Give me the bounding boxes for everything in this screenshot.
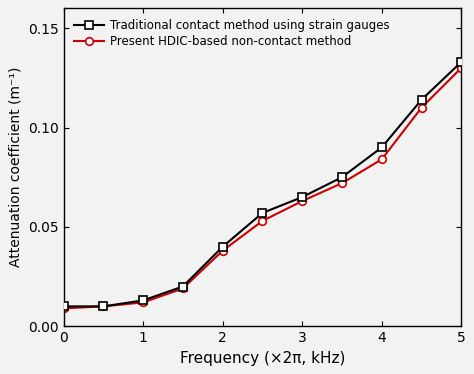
Traditional contact method using strain gauges bbox=[299, 195, 305, 199]
Present HDIC-based non-contact method bbox=[458, 66, 464, 70]
Traditional contact method using strain gauges bbox=[100, 304, 106, 309]
Y-axis label: Attenuation coefficient (m⁻¹): Attenuation coefficient (m⁻¹) bbox=[9, 67, 22, 267]
Present HDIC-based non-contact method bbox=[180, 286, 186, 291]
Present HDIC-based non-contact method bbox=[339, 181, 345, 186]
Present HDIC-based non-contact method bbox=[299, 199, 305, 203]
Traditional contact method using strain gauges bbox=[180, 284, 186, 289]
Traditional contact method using strain gauges bbox=[379, 145, 384, 150]
Legend: Traditional contact method using strain gauges, Present HDIC-based non-contact m: Traditional contact method using strain … bbox=[69, 14, 394, 53]
Present HDIC-based non-contact method bbox=[61, 306, 66, 311]
Traditional contact method using strain gauges bbox=[339, 175, 345, 180]
Traditional contact method using strain gauges bbox=[419, 98, 424, 102]
Present HDIC-based non-contact method bbox=[260, 219, 265, 223]
Line: Present HDIC-based non-contact method: Present HDIC-based non-contact method bbox=[60, 64, 465, 312]
Traditional contact method using strain gauges bbox=[61, 304, 66, 309]
Present HDIC-based non-contact method bbox=[220, 248, 226, 253]
Traditional contact method using strain gauges bbox=[458, 60, 464, 64]
Traditional contact method using strain gauges bbox=[260, 211, 265, 215]
Present HDIC-based non-contact method bbox=[100, 304, 106, 309]
Traditional contact method using strain gauges bbox=[220, 245, 226, 249]
Traditional contact method using strain gauges bbox=[140, 298, 146, 303]
X-axis label: Frequency (×2π, kHz): Frequency (×2π, kHz) bbox=[180, 351, 345, 366]
Present HDIC-based non-contact method bbox=[140, 300, 146, 305]
Present HDIC-based non-contact method bbox=[379, 157, 384, 162]
Present HDIC-based non-contact method bbox=[419, 105, 424, 110]
Line: Traditional contact method using strain gauges: Traditional contact method using strain … bbox=[60, 58, 465, 310]
